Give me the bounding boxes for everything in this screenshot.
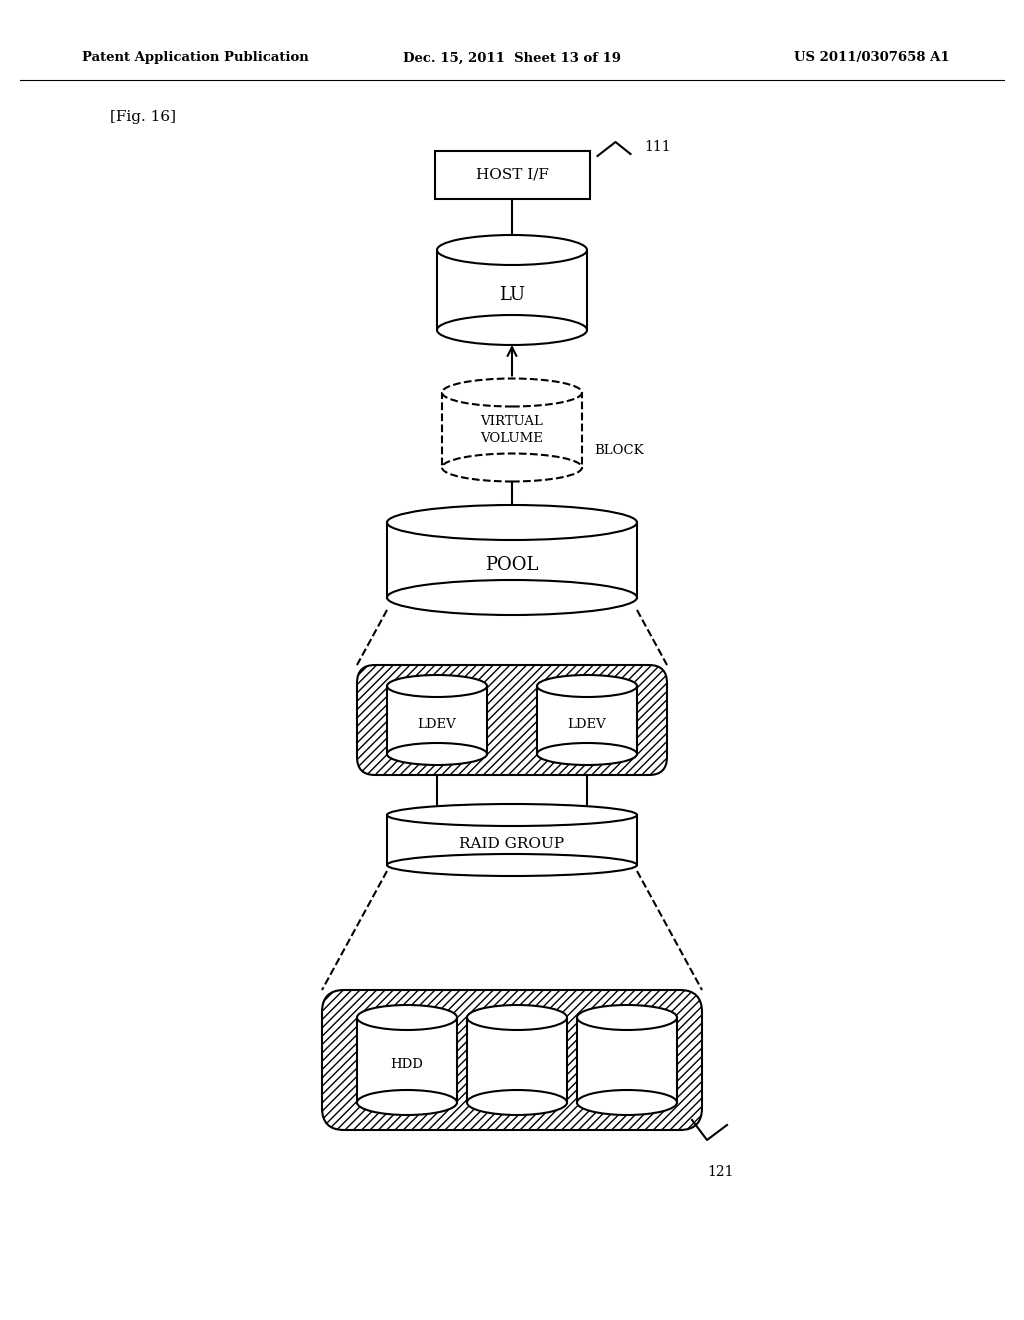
Bar <box>387 523 637 598</box>
Bar <box>357 1018 457 1102</box>
Ellipse shape <box>437 235 587 265</box>
Text: Patent Application Publication: Patent Application Publication <box>82 51 309 65</box>
Bar <box>387 686 487 754</box>
Ellipse shape <box>387 743 487 766</box>
Bar <box>467 1018 567 1102</box>
Ellipse shape <box>387 675 487 697</box>
Text: BLOCK: BLOCK <box>594 445 644 458</box>
Bar <box>577 1018 677 1102</box>
Text: [Fig. 16]: [Fig. 16] <box>110 110 176 124</box>
Ellipse shape <box>467 1090 567 1115</box>
Text: LU: LU <box>499 286 525 304</box>
Bar <box>537 686 637 754</box>
Bar <box>387 814 637 865</box>
Text: LDEV: LDEV <box>567 718 606 731</box>
Text: HOST I/F: HOST I/F <box>475 168 549 182</box>
Text: POOL: POOL <box>485 556 539 574</box>
Ellipse shape <box>387 579 637 615</box>
Bar <box>437 249 587 330</box>
Ellipse shape <box>537 743 637 766</box>
Bar <box>434 150 590 199</box>
Text: 121: 121 <box>707 1166 733 1179</box>
Ellipse shape <box>577 1005 677 1030</box>
Text: 111: 111 <box>644 140 671 154</box>
Ellipse shape <box>357 1090 457 1115</box>
Ellipse shape <box>537 675 637 697</box>
Ellipse shape <box>357 1005 457 1030</box>
Ellipse shape <box>442 379 582 407</box>
FancyBboxPatch shape <box>322 990 702 1130</box>
Ellipse shape <box>467 1005 567 1030</box>
Ellipse shape <box>387 854 637 876</box>
Ellipse shape <box>387 506 637 540</box>
Ellipse shape <box>437 315 587 345</box>
Text: US 2011/0307658 A1: US 2011/0307658 A1 <box>795 51 950 65</box>
Ellipse shape <box>442 454 582 482</box>
FancyBboxPatch shape <box>357 665 667 775</box>
Text: Dec. 15, 2011  Sheet 13 of 19: Dec. 15, 2011 Sheet 13 of 19 <box>403 51 621 65</box>
Text: LDEV: LDEV <box>418 718 457 731</box>
Ellipse shape <box>577 1090 677 1115</box>
Text: VIRTUAL
VOLUME: VIRTUAL VOLUME <box>480 414 544 445</box>
Text: HDD: HDD <box>390 1059 424 1072</box>
Ellipse shape <box>387 804 637 826</box>
Text: RAID GROUP: RAID GROUP <box>460 837 564 851</box>
Bar <box>442 392 582 467</box>
